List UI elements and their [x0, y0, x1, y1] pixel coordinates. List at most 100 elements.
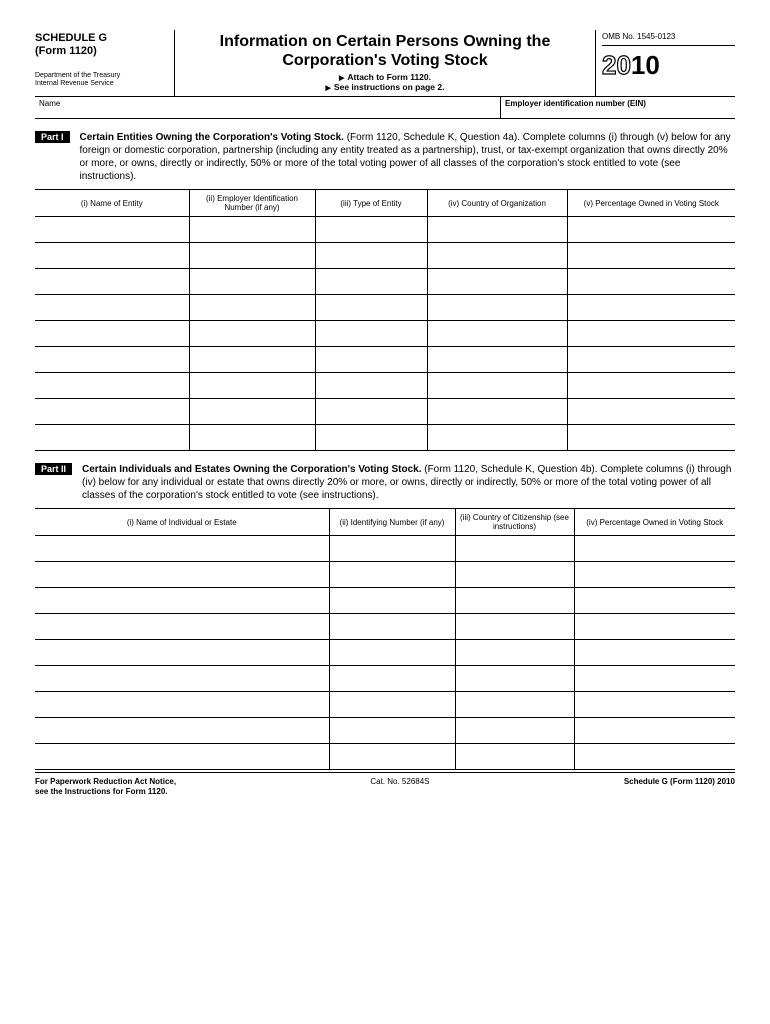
table-cell[interactable] — [455, 666, 574, 692]
table-cell[interactable] — [315, 321, 427, 347]
table-cell[interactable] — [567, 347, 735, 373]
table-cell[interactable] — [189, 217, 315, 243]
table-cell[interactable] — [427, 399, 567, 425]
table-cell[interactable] — [574, 614, 735, 640]
table-cell[interactable] — [315, 347, 427, 373]
table-cell[interactable] — [427, 373, 567, 399]
table-cell[interactable] — [329, 614, 455, 640]
part1-title-bold: Certain Entities Owning the Corporation'… — [80, 132, 344, 143]
table-cell[interactable] — [329, 588, 455, 614]
table-cell[interactable] — [189, 321, 315, 347]
table-cell[interactable] — [574, 666, 735, 692]
table-cell[interactable] — [427, 269, 567, 295]
table-cell[interactable] — [455, 614, 574, 640]
table-cell[interactable] — [567, 373, 735, 399]
table-cell[interactable] — [35, 718, 329, 744]
table-cell[interactable] — [427, 295, 567, 321]
table-cell[interactable] — [189, 243, 315, 269]
table-cell[interactable] — [315, 295, 427, 321]
table-cell[interactable] — [35, 269, 189, 295]
table-cell[interactable] — [35, 640, 329, 666]
department-text: Department of the Treasury Internal Reve… — [35, 72, 170, 87]
table-cell[interactable] — [315, 269, 427, 295]
table-cell[interactable] — [35, 217, 189, 243]
table-cell[interactable] — [567, 243, 735, 269]
table-cell[interactable] — [35, 536, 329, 562]
table-cell[interactable] — [455, 744, 574, 770]
table-cell[interactable] — [329, 692, 455, 718]
table-cell[interactable] — [455, 536, 574, 562]
table-row — [35, 744, 735, 770]
table-cell[interactable] — [574, 640, 735, 666]
table-row — [35, 718, 735, 744]
part2-header-row: (i) Name of Individual or Estate (ii) Id… — [35, 509, 735, 536]
table-cell[interactable] — [329, 536, 455, 562]
table-cell[interactable] — [35, 425, 189, 451]
table-cell[interactable] — [567, 399, 735, 425]
table-cell[interactable] — [35, 666, 329, 692]
table-cell[interactable] — [329, 562, 455, 588]
table-cell[interactable] — [35, 321, 189, 347]
table-cell[interactable] — [427, 243, 567, 269]
table-cell[interactable] — [315, 217, 427, 243]
table-cell[interactable] — [574, 536, 735, 562]
table-cell[interactable] — [567, 217, 735, 243]
table-cell[interactable] — [329, 718, 455, 744]
table-row — [35, 536, 735, 562]
part1-col2-header: (ii) Employer Identification Number (if … — [189, 190, 315, 217]
table-cell[interactable] — [35, 399, 189, 425]
table-cell[interactable] — [427, 425, 567, 451]
table-cell[interactable] — [189, 347, 315, 373]
table-cell[interactable] — [567, 295, 735, 321]
table-cell[interactable] — [189, 269, 315, 295]
table-cell[interactable] — [567, 269, 735, 295]
table-cell[interactable] — [329, 666, 455, 692]
table-cell[interactable] — [315, 243, 427, 269]
table-row — [35, 321, 735, 347]
table-cell[interactable] — [35, 295, 189, 321]
table-cell[interactable] — [315, 399, 427, 425]
table-cell[interactable] — [427, 217, 567, 243]
table-cell[interactable] — [329, 640, 455, 666]
table-cell[interactable] — [35, 373, 189, 399]
table-cell[interactable] — [35, 243, 189, 269]
table-cell[interactable] — [455, 588, 574, 614]
table-cell[interactable] — [315, 425, 427, 451]
table-row — [35, 666, 735, 692]
table-cell[interactable] — [329, 744, 455, 770]
table-cell[interactable] — [189, 373, 315, 399]
table-cell[interactable] — [427, 347, 567, 373]
table-cell[interactable] — [189, 399, 315, 425]
table-cell[interactable] — [455, 562, 574, 588]
table-cell[interactable] — [455, 640, 574, 666]
table-cell[interactable] — [189, 295, 315, 321]
table-cell[interactable] — [35, 614, 329, 640]
table-cell[interactable] — [455, 718, 574, 744]
table-cell[interactable] — [35, 347, 189, 373]
table-cell[interactable] — [574, 588, 735, 614]
table-cell[interactable] — [455, 692, 574, 718]
table-row — [35, 692, 735, 718]
part2-header: Part II Certain Individuals and Estates … — [35, 463, 735, 502]
table-row — [35, 562, 735, 588]
table-cell[interactable] — [189, 425, 315, 451]
table-cell[interactable] — [574, 562, 735, 588]
table-cell[interactable] — [574, 718, 735, 744]
footer-center: Cat. No. 52684S — [370, 777, 429, 796]
table-cell[interactable] — [567, 321, 735, 347]
table-cell[interactable] — [35, 744, 329, 770]
table-row — [35, 295, 735, 321]
form-header: SCHEDULE G (Form 1120) Department of the… — [35, 30, 735, 97]
table-cell[interactable] — [574, 744, 735, 770]
table-cell[interactable] — [315, 373, 427, 399]
table-row — [35, 425, 735, 451]
name-field-label: Name — [35, 97, 500, 118]
part2-block: Part II Certain Individuals and Estates … — [35, 463, 735, 770]
table-cell[interactable] — [35, 588, 329, 614]
footer-left: For Paperwork Reduction Act Notice, see … — [35, 777, 176, 796]
table-cell[interactable] — [567, 425, 735, 451]
table-cell[interactable] — [574, 692, 735, 718]
table-cell[interactable] — [35, 692, 329, 718]
table-cell[interactable] — [427, 321, 567, 347]
table-cell[interactable] — [35, 562, 329, 588]
